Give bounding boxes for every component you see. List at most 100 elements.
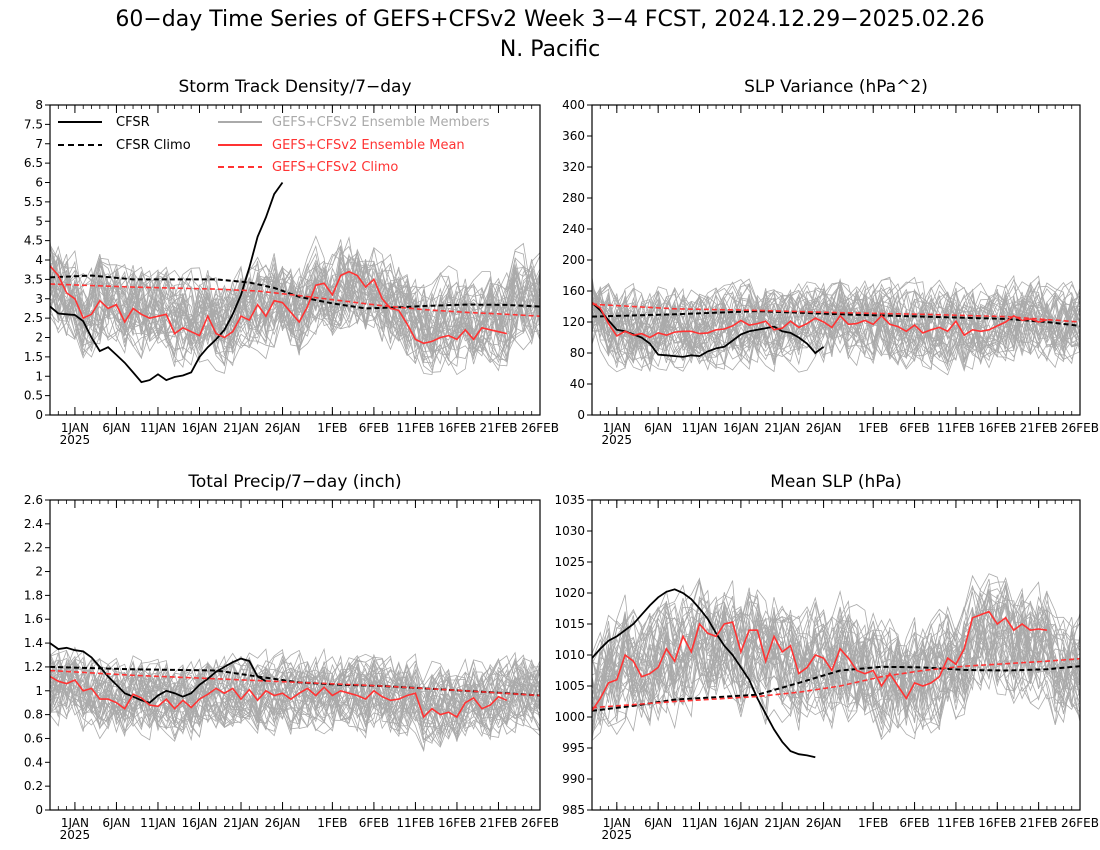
x-tick-label: 16FEB xyxy=(978,816,1016,830)
series-ensemble-mean xyxy=(592,301,1048,339)
panel-title: Mean SLP (hPa) xyxy=(770,472,902,492)
legend-label-climo: GEFS+CFSv2 Climo xyxy=(272,160,398,175)
x-tick-label: 16JAN xyxy=(723,421,759,435)
figure-title: 60−day Time Series of GEFS+CFSv2 Week 3−… xyxy=(115,7,984,32)
x-tick-sublabel: 2025 xyxy=(602,828,633,842)
ensemble-member-line xyxy=(50,655,540,736)
x-tick-sublabel: 2025 xyxy=(60,433,91,447)
panel-mean-slp: Mean SLP (hPa) 985 990 995 1000 1005 1010 1015 1… xyxy=(554,472,1099,842)
y-tick-label: 1010 xyxy=(554,648,585,662)
x-tick-label: 26JAN xyxy=(806,816,842,830)
x-tick-label: 1FEB xyxy=(858,816,888,830)
ensemble-member-line xyxy=(592,291,1080,373)
ensemble-member-line xyxy=(50,647,540,741)
x-tick-label: 6JAN xyxy=(102,816,130,830)
plot-frame xyxy=(591,104,1081,416)
x-tick-label: 6JAN xyxy=(644,816,672,830)
y-tick-label: 200 xyxy=(562,253,585,267)
y-tick-label: 120 xyxy=(562,315,585,329)
y-tick-label: 2.2 xyxy=(24,541,43,555)
panel-slp-variance: SLP Variance (hPa^2) 0 40 80 120 160 200 240 280… xyxy=(562,77,1099,447)
x-tick-label: 21FEB xyxy=(1020,816,1058,830)
y-tick-label: 1.2 xyxy=(24,660,43,674)
legend-label-cfsr: CFSR xyxy=(116,115,150,130)
x-tick-label: 1JAN xyxy=(603,421,631,435)
y-tick-label: 1 xyxy=(35,369,43,383)
series-gefs-climo xyxy=(50,283,540,317)
y-tick-label: 0 xyxy=(35,803,43,817)
series-gefs-climo xyxy=(50,669,540,697)
x-tick-sublabel: 2025 xyxy=(602,433,633,447)
ensemble-member-line xyxy=(592,603,1080,724)
x-tick-label: 16JAN xyxy=(182,421,218,435)
ensemble-members xyxy=(592,274,1080,376)
series-cfsr xyxy=(50,181,284,384)
ensemble-member-line xyxy=(50,661,540,742)
ensemble-member-line xyxy=(592,281,1080,360)
ensemble-member-line xyxy=(592,284,1080,370)
ensemble-member-line xyxy=(592,276,1080,371)
ensemble-member-line xyxy=(592,284,1080,372)
series-ensemble-mean xyxy=(50,675,508,719)
panel-title: Total Precip/7−day (inch) xyxy=(187,472,401,492)
x-tick-label: 26FEB xyxy=(521,816,559,830)
ensemble-member-line xyxy=(50,255,540,367)
y-tick-label: 7.5 xyxy=(24,117,43,131)
x-tick-label: 16FEB xyxy=(438,816,476,830)
x-tick-label: 26FEB xyxy=(1061,816,1099,830)
legend: CFSR CFSR Climo GEFS+CFSv2 Ensemble Memb… xyxy=(58,115,490,175)
y-tick-label: 160 xyxy=(562,284,585,298)
y-tick-label: 990 xyxy=(562,772,585,786)
series-cfsr xyxy=(592,588,816,759)
ensemble-member-line xyxy=(50,253,540,363)
ensemble-member-line xyxy=(592,577,1080,726)
y-tick-label: 1025 xyxy=(554,555,585,569)
panel-total-precip: Total Precip/7−day (inch)00.20.40.60.811… xyxy=(24,472,559,842)
x-tick-label: 6FEB xyxy=(359,816,389,830)
y-tick-label: 1000 xyxy=(554,710,585,724)
x-tick-label: 16JAN xyxy=(182,816,218,830)
figure-subtitle: N. Pacific xyxy=(500,37,600,62)
x-tick-label: 21JAN xyxy=(764,816,800,830)
y-tick-label: 995 xyxy=(562,741,585,755)
x-tick-label: 1JAN xyxy=(61,816,89,830)
ensemble-member-line xyxy=(50,247,540,352)
legend-label-cfsr-climo: CFSR Climo xyxy=(116,138,191,153)
x-tick-label: 1FEB xyxy=(317,421,347,435)
y-tick-label: 5 xyxy=(35,214,43,228)
y-tick-label: 5.5 xyxy=(24,195,43,209)
panel-title: Storm Track Density/7−day xyxy=(178,77,411,97)
legend-label-mean: GEFS+CFSv2 Ensemble Mean xyxy=(272,138,465,153)
y-tick-label: 360 xyxy=(562,129,585,143)
x-tick-label: 11JAN xyxy=(140,816,176,830)
x-tick-label: 26FEB xyxy=(1061,421,1099,435)
y-tick-label: 1.4 xyxy=(24,636,43,650)
y-tick-label: 1005 xyxy=(554,679,585,693)
y-tick-label: 0.5 xyxy=(24,389,43,403)
y-tick-label: 1015 xyxy=(554,617,585,631)
ensemble-member-line xyxy=(50,652,540,741)
y-tick-label: 7 xyxy=(35,137,43,151)
x-tick-label: 26JAN xyxy=(806,421,842,435)
x-tick-label: 6JAN xyxy=(644,421,672,435)
x-tick-label: 11JAN xyxy=(140,421,176,435)
y-tick-label: 1.5 xyxy=(24,350,43,364)
y-tick-label: 4 xyxy=(35,253,43,267)
ensemble-member-line xyxy=(50,250,540,353)
x-tick-label: 1FEB xyxy=(317,816,347,830)
y-tick-label: 985 xyxy=(562,803,585,817)
plot-frame xyxy=(49,499,541,811)
ensemble-member-line xyxy=(50,252,540,367)
y-tick-label: 1.6 xyxy=(24,612,43,626)
x-tick-label: 21FEB xyxy=(479,816,517,830)
ensemble-member-line xyxy=(592,592,1080,730)
legend-label-members: GEFS+CFSv2 Ensemble Members xyxy=(272,115,490,130)
ensemble-member-line xyxy=(50,260,540,361)
y-tick-label: 0.8 xyxy=(24,708,43,722)
x-tick-label: 6FEB xyxy=(359,421,389,435)
x-tick-label: 16FEB xyxy=(978,421,1016,435)
x-tick-label: 1JAN xyxy=(61,421,89,435)
ensemble-member-line xyxy=(592,283,1080,366)
y-tick-label: 80 xyxy=(570,346,585,360)
panel-title: SLP Variance (hPa^2) xyxy=(744,77,928,97)
